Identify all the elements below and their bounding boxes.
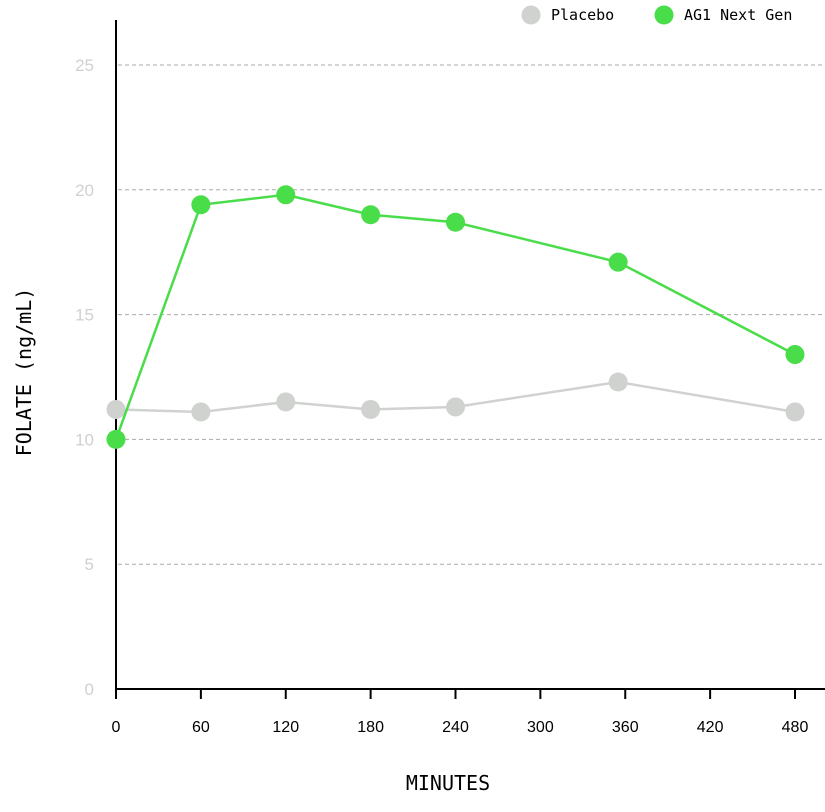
x-tick-label: 420 [697,719,724,736]
data-point [106,429,126,449]
data-point [191,402,211,422]
y-tick-label: 5 [85,555,94,574]
y-tick-label: 0 [85,680,94,699]
data-point [785,402,805,422]
data-point [276,392,296,412]
x-tick-label: 360 [612,719,639,736]
x-tick-label: 300 [527,719,554,736]
y-axis-label: FOLATE (ng/mL) [12,288,36,457]
y-tick-label: 10 [75,430,94,449]
legend-label: AG1 Next Gen [684,6,792,24]
y-tick-label: 20 [75,181,94,200]
data-point [276,185,296,205]
x-tick-label: 120 [272,719,299,736]
x-tick-label: 60 [192,719,210,736]
x-tick-label: 240 [442,719,469,736]
data-point [361,205,381,225]
legend: Placebo AG1 Next Gen [521,5,792,25]
y-tick-label: 25 [75,56,94,75]
data-point [106,399,126,419]
data-point [191,195,211,215]
x-tick-label: 0 [112,719,121,736]
x-tick-label: 180 [357,719,384,736]
legend-label: Placebo [551,6,614,24]
data-point [608,252,628,272]
data-point [446,397,465,417]
x-axis-label: MINUTES [406,771,490,795]
legend-marker [654,5,674,25]
data-point [446,212,465,232]
y-tick-label: 15 [75,306,94,325]
legend-marker [521,5,541,25]
data-point [608,372,628,392]
data-point [361,399,381,419]
x-tick-label: 480 [782,719,809,736]
data-point [785,345,805,365]
